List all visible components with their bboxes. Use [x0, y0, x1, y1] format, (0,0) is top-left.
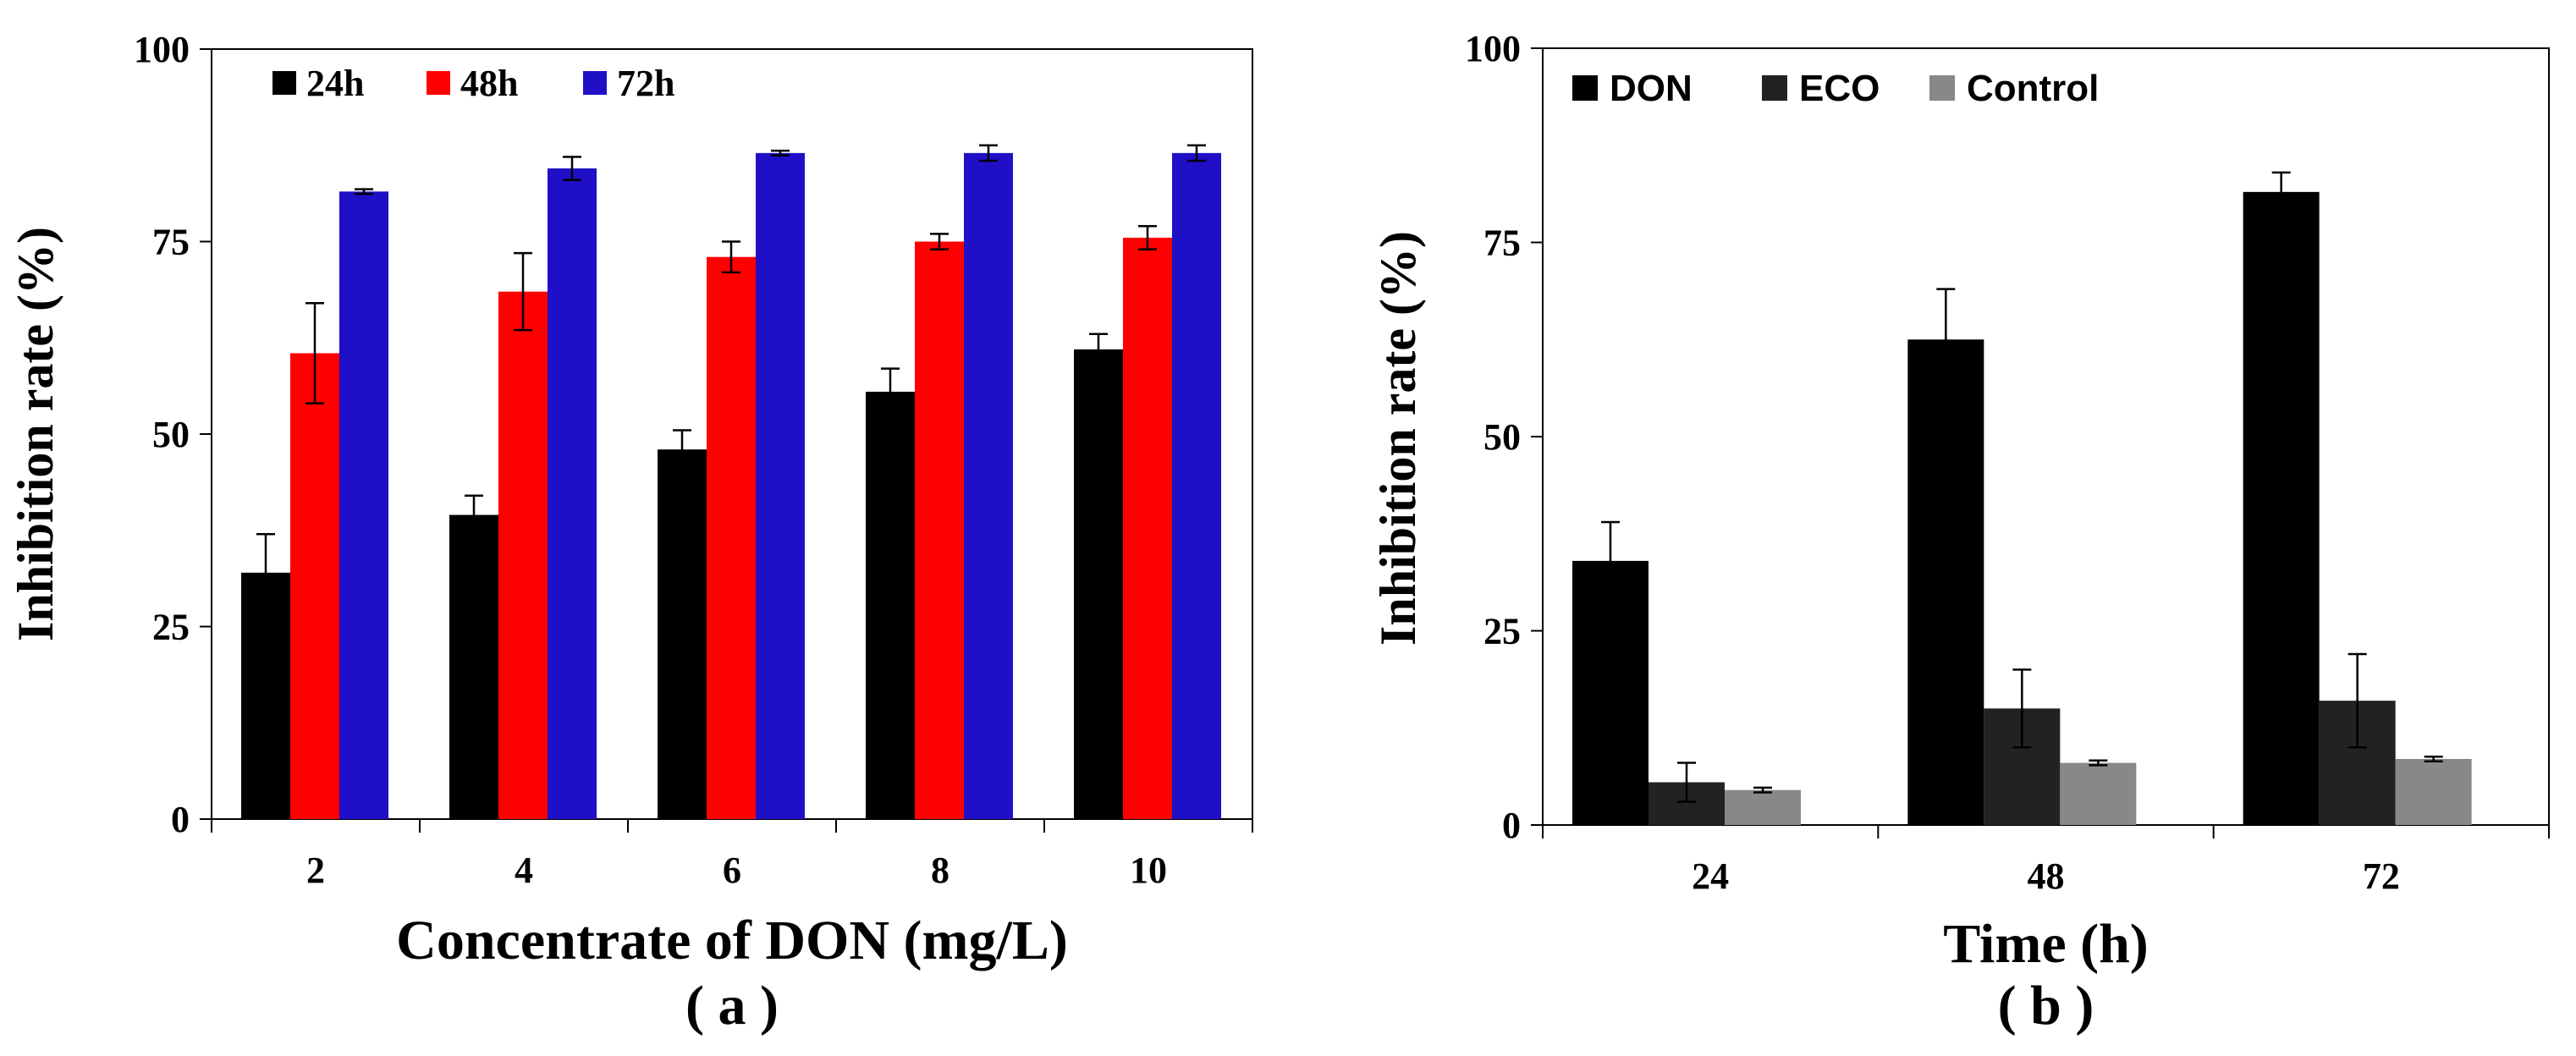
x-tick-label: 4: [515, 850, 533, 891]
x-tick-label: 24: [1692, 855, 1729, 897]
bar-48h: [290, 353, 339, 819]
bar-24h: [658, 449, 707, 819]
bar-72h: [756, 152, 805, 820]
y-tick-label: 100: [134, 29, 190, 70]
y-tick-label: 25: [152, 607, 190, 648]
chart-a: 0 25 50 75 100 2 4 6 8 10 24h 48h 72h Inhibition rate…: [8, 29, 1253, 1037]
y-tick-label: 0: [171, 799, 190, 840]
bar-48h: [1123, 237, 1172, 819]
bar-48h: [707, 256, 756, 819]
y-tick-label: 75: [152, 222, 190, 263]
legend-swatch-24h: [272, 71, 296, 95]
legend-swatch-don: [1572, 75, 1598, 101]
legend-swatch-eco: [1762, 75, 1787, 101]
y-tick-label: 50: [1483, 416, 1521, 458]
bar-control: [2395, 758, 2472, 825]
bar-72h: [1172, 152, 1221, 820]
y-tick-label: 25: [1483, 611, 1521, 652]
panel-label: ( b ): [1998, 975, 2094, 1037]
legend-label-24h: 24h: [306, 63, 364, 104]
legend-label-48h: 48h: [460, 63, 518, 104]
panel-label: ( a ): [685, 975, 779, 1037]
bar-24h: [866, 391, 915, 819]
legend-swatch-72h: [583, 71, 607, 95]
y-axis-label: Inhibition rate (%): [1370, 231, 1426, 646]
x-axis-label: Time (h): [1943, 913, 2149, 975]
y-tick-label: 0: [1502, 805, 1521, 846]
legend: DON ECO Control: [1572, 68, 2099, 109]
chart-b: 0 25 50 75 100 24 48 72 DON ECO Control Inhibition …: [1370, 28, 2550, 1037]
x-tick-label: 48: [2028, 855, 2065, 897]
y-tick-label: 75: [1483, 223, 1521, 264]
legend-label-eco: ECO: [1799, 68, 1880, 109]
bar-48h: [915, 241, 964, 819]
bar-don: [1572, 560, 1649, 825]
x-axis-label: Concentrate of DON (mg/L): [396, 910, 1068, 971]
x-tick-label: 10: [1130, 850, 1167, 891]
legend-swatch-48h: [427, 71, 450, 95]
bar-48h: [498, 291, 548, 819]
bar-72h: [548, 168, 597, 820]
bar-24h: [1074, 349, 1123, 819]
legend: 24h 48h 72h: [272, 63, 674, 104]
legend-swatch-control: [1929, 75, 1955, 101]
bar-72h: [964, 152, 1013, 820]
bar-control: [2060, 762, 2137, 825]
y-axis-label: Inhibition rate (%): [8, 227, 63, 641]
bar-72h: [339, 191, 388, 820]
legend-label-control: Control: [1967, 68, 2099, 109]
y-tick-label: 100: [1465, 28, 1521, 69]
x-tick-label: 72: [2363, 855, 2400, 897]
bar-24h: [241, 572, 290, 819]
x-tick-label: 6: [723, 850, 741, 891]
x-tick-label: 2: [306, 850, 325, 891]
bar-don: [1907, 339, 1984, 825]
bar-don: [2243, 191, 2320, 825]
y-tick-label: 50: [152, 414, 190, 455]
legend-label-don: DON: [1610, 68, 1693, 109]
bar-24h: [449, 514, 498, 819]
legend-label-72h: 72h: [617, 63, 674, 104]
x-tick-label: 8: [931, 850, 949, 891]
bar-control: [1725, 789, 1801, 825]
